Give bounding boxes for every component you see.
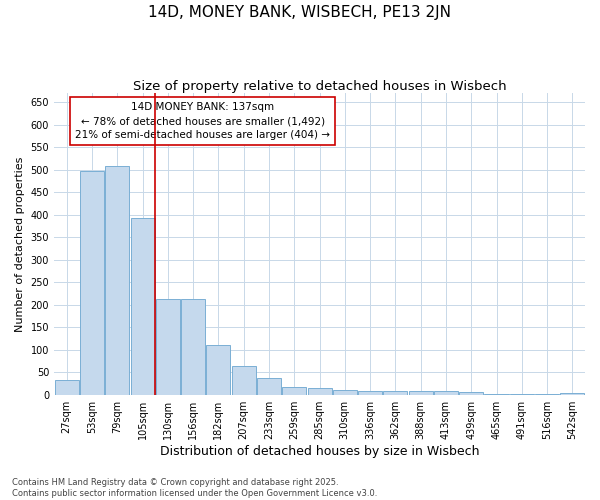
Bar xyxy=(131,218,155,394)
Bar xyxy=(105,166,129,394)
Title: Size of property relative to detached houses in Wisbech: Size of property relative to detached ho… xyxy=(133,80,506,93)
Bar xyxy=(383,391,407,394)
Text: 14D, MONEY BANK, WISBECH, PE13 2JN: 14D, MONEY BANK, WISBECH, PE13 2JN xyxy=(149,5,452,20)
Y-axis label: Number of detached properties: Number of detached properties xyxy=(15,156,25,332)
Bar xyxy=(206,345,230,395)
Bar xyxy=(232,366,256,394)
Bar xyxy=(459,392,483,394)
X-axis label: Distribution of detached houses by size in Wisbech: Distribution of detached houses by size … xyxy=(160,444,479,458)
Bar xyxy=(434,391,458,394)
Bar xyxy=(282,387,306,394)
Text: Contains HM Land Registry data © Crown copyright and database right 2025.
Contai: Contains HM Land Registry data © Crown c… xyxy=(12,478,377,498)
Bar xyxy=(156,299,180,394)
Bar xyxy=(308,388,332,394)
Text: 14D MONEY BANK: 137sqm
← 78% of detached houses are smaller (1,492)
21% of semi-: 14D MONEY BANK: 137sqm ← 78% of detached… xyxy=(75,102,330,140)
Bar xyxy=(333,390,357,394)
Bar xyxy=(257,378,281,394)
Bar xyxy=(55,380,79,394)
Bar xyxy=(181,299,205,394)
Bar xyxy=(358,391,382,394)
Bar xyxy=(80,171,104,394)
Bar xyxy=(409,391,433,394)
